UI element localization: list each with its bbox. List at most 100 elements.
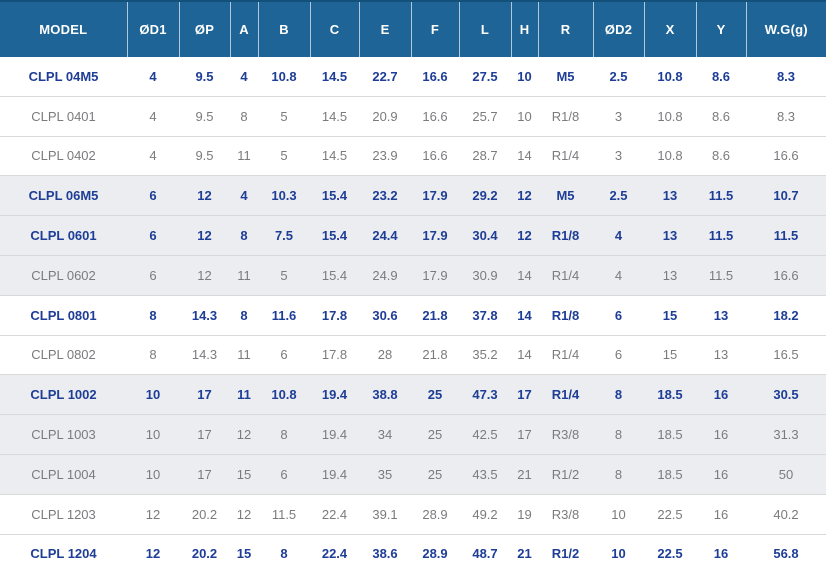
cell-b: 8 (258, 414, 310, 455)
cell-od1: 12 (127, 533, 179, 574)
cell-r: R3/8 (538, 493, 593, 535)
cell-x: 13 (644, 215, 696, 256)
cell-a: 15 (230, 533, 258, 574)
cell-model: CLPL 0801 (0, 294, 127, 336)
cell-od1: 4 (127, 135, 179, 176)
cell-l: 35.2 (459, 334, 511, 375)
cell-e: 20.9 (359, 95, 411, 137)
cell-y: 16 (696, 533, 746, 574)
cell-a: 12 (230, 493, 258, 535)
table-row: CLPL 1003 10 17 12 8 19.4 34 25 42.5 17 R3/8 8 18.5 1… (0, 414, 826, 455)
cell-c: 17.8 (310, 294, 359, 336)
cell-b: 8 (258, 533, 310, 574)
cell-b: 6 (258, 334, 310, 375)
cell-y: 16 (696, 374, 746, 415)
cell-x: 22.5 (644, 533, 696, 574)
cell-l: 43.5 (459, 453, 511, 495)
cell-h: 10 (511, 95, 538, 137)
cell-y: 13 (696, 334, 746, 375)
cell-e: 38.8 (359, 374, 411, 415)
cell-od1: 4 (127, 95, 179, 137)
table-body: CLPL 04M5 4 9.5 4 10.8 14.5 22.7 16.6 27.5 10 M5 2.… (0, 57, 826, 574)
cell-x: 18.5 (644, 414, 696, 455)
cell-y: 8.6 (696, 95, 746, 137)
table-row: CLPL 0601 6 12 8 7.5 15.4 24.4 17.9 30.4 12 R1/8 4 1… (0, 215, 826, 256)
cell-l: 30.9 (459, 254, 511, 296)
column-header-a: A (229, 0, 258, 57)
cell-op: 9.5 (179, 135, 230, 176)
cell-e: 24.4 (359, 215, 411, 256)
cell-c: 22.4 (310, 533, 359, 574)
cell-a: 8 (230, 294, 258, 336)
cell-op: 12 (179, 215, 230, 256)
column-header-e: E (358, 0, 411, 57)
cell-a: 12 (230, 414, 258, 455)
cell-r: M5 (538, 175, 593, 216)
cell-b: 5 (258, 135, 310, 176)
cell-a: 8 (230, 215, 258, 256)
table-row: CLPL 0401 4 9.5 8 5 14.5 20.9 16.6 25.7 10 R1/8 3 10… (0, 95, 826, 137)
cell-model: CLPL 0401 (0, 95, 127, 137)
cell-l: 27.5 (459, 57, 511, 97)
cell-od1: 6 (127, 254, 179, 296)
column-header-od1: ØD1 (126, 0, 179, 57)
cell-l: 37.8 (459, 294, 511, 336)
cell-a: 4 (230, 175, 258, 216)
cell-op: 14.3 (179, 294, 230, 336)
cell-y: 11.5 (696, 254, 746, 296)
cell-h: 14 (511, 254, 538, 296)
cell-r: R1/4 (538, 254, 593, 296)
cell-model: CLPL 04M5 (0, 57, 127, 97)
cell-e: 39.1 (359, 493, 411, 535)
cell-c: 14.5 (310, 135, 359, 176)
cell-l: 48.7 (459, 533, 511, 574)
table-header: MODEL ØD1 ØP A B C E F L H R ØD2 X Y W.G(g) (0, 0, 826, 57)
cell-od1: 6 (127, 215, 179, 256)
cell-x: 15 (644, 294, 696, 336)
column-header-op: ØP (178, 0, 230, 57)
cell-od2: 3 (593, 95, 644, 137)
cell-c: 15.4 (310, 215, 359, 256)
cell-l: 42.5 (459, 414, 511, 455)
cell-op: 9.5 (179, 57, 230, 97)
cell-model: CLPL 1004 (0, 453, 127, 495)
cell-x: 15 (644, 334, 696, 375)
cell-od2: 4 (593, 254, 644, 296)
cell-wg: 50 (746, 453, 826, 495)
column-header-b: B (257, 0, 310, 57)
cell-y: 8.6 (696, 57, 746, 97)
cell-a: 11 (230, 135, 258, 176)
cell-y: 16 (696, 414, 746, 455)
cell-b: 10.8 (258, 374, 310, 415)
cell-y: 16 (696, 453, 746, 495)
cell-f: 17.9 (411, 175, 459, 216)
cell-a: 11 (230, 374, 258, 415)
cell-od1: 8 (127, 334, 179, 375)
cell-r: R3/8 (538, 414, 593, 455)
cell-f: 25 (411, 453, 459, 495)
cell-h: 17 (511, 414, 538, 455)
cell-wg: 18.2 (746, 294, 826, 336)
cell-op: 17 (179, 414, 230, 455)
cell-e: 34 (359, 414, 411, 455)
column-header-y: Y (695, 0, 746, 57)
header-row: MODEL ØD1 ØP A B C E F L H R ØD2 X Y W.G(g) (0, 0, 826, 57)
cell-l: 30.4 (459, 215, 511, 256)
table-row: CLPL 1203 12 20.2 12 11.5 22.4 39.1 28.9 49.2 19 R… (0, 493, 826, 535)
cell-od1: 6 (127, 175, 179, 216)
cell-f: 28.9 (411, 493, 459, 535)
cell-model: CLPL 1003 (0, 414, 127, 455)
cell-e: 24.9 (359, 254, 411, 296)
cell-c: 19.4 (310, 453, 359, 495)
cell-r: R1/4 (538, 334, 593, 375)
cell-h: 21 (511, 453, 538, 495)
cell-model: CLPL 1203 (0, 493, 127, 535)
cell-x: 13 (644, 254, 696, 296)
cell-wg: 30.5 (746, 374, 826, 415)
cell-e: 38.6 (359, 533, 411, 574)
cell-b: 11.5 (258, 493, 310, 535)
column-header-wg: W.G(g) (745, 0, 826, 57)
column-header-od2: ØD2 (592, 0, 644, 57)
cell-f: 17.9 (411, 254, 459, 296)
cell-od2: 2.5 (593, 57, 644, 97)
